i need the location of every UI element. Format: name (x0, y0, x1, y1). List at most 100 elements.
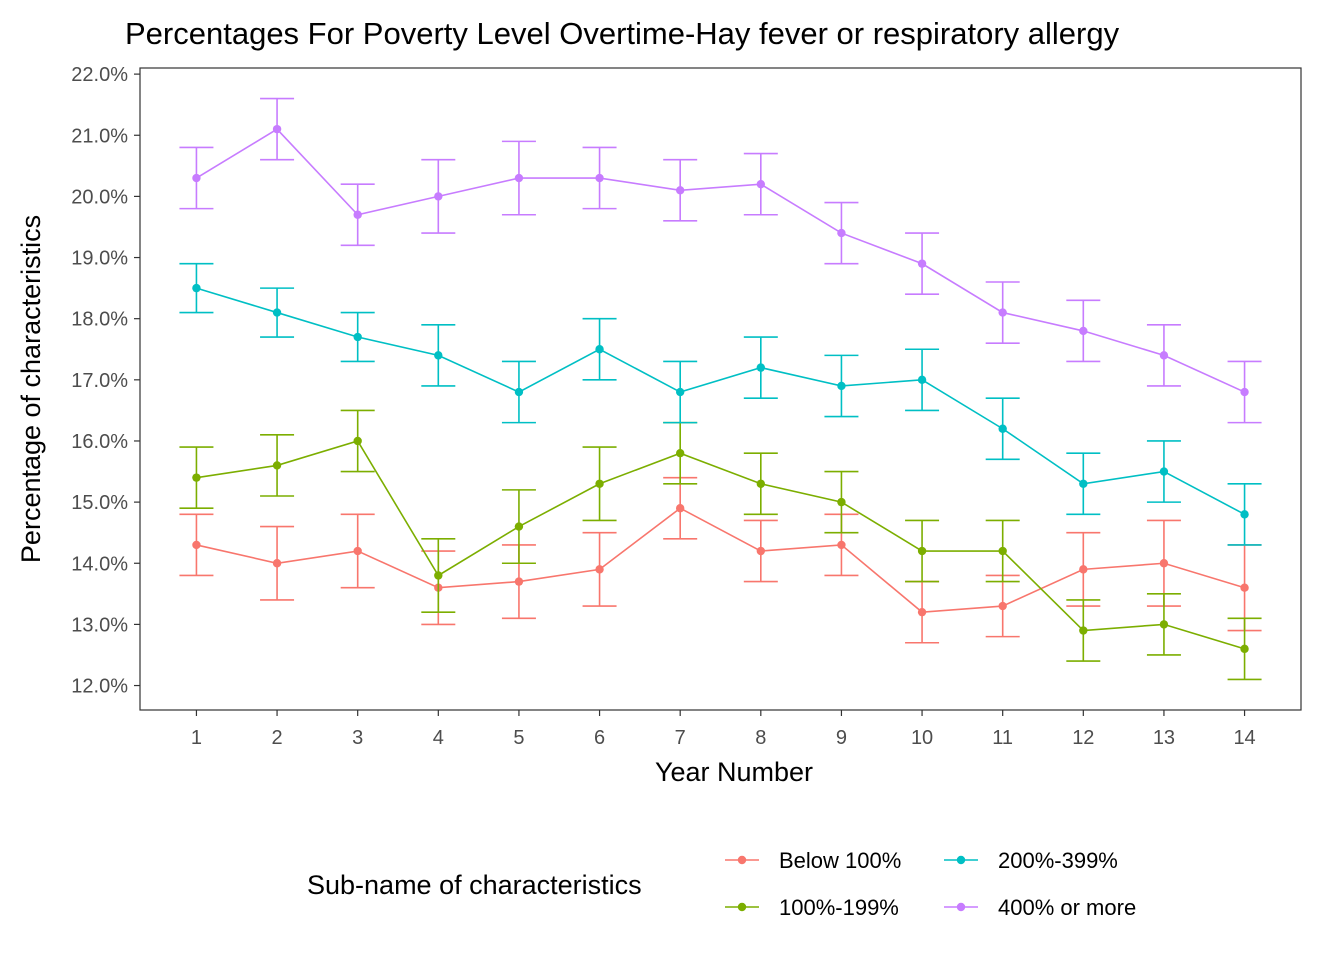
data-point (998, 546, 1007, 556)
data-point (998, 601, 1007, 611)
y-axis: 12.0% 13.0% 14.0% 15.0% 16.0% 17.0% 18.0% 19.0%… (71, 64, 140, 698)
y-tick-label: 12.0% (71, 676, 128, 698)
data-point (837, 540, 846, 550)
legend-item: 200%-399% (944, 848, 1118, 873)
data-point (272, 559, 282, 568)
data-point (434, 571, 443, 580)
x-tick-label: 11 (992, 727, 1013, 749)
plot-panel (139, 67, 1302, 711)
y-tick-label: 18.0% (71, 309, 128, 331)
data-point (514, 173, 524, 183)
data-point (917, 607, 927, 617)
data-point (353, 210, 362, 219)
legend-title: Sub-name of characteristics (307, 870, 642, 900)
series-1 (179, 409, 1262, 681)
legend-key-point (737, 855, 747, 865)
series-3 (179, 97, 1262, 424)
legend-key-point (956, 902, 966, 912)
data-point (353, 546, 362, 556)
legend-item: 100%-199% (725, 895, 899, 920)
legend-label: 100%-199% (779, 895, 899, 920)
data-point (192, 540, 201, 550)
data-point (595, 173, 604, 183)
data-point (1159, 559, 1169, 568)
y-tick-label: 14.0% (71, 553, 128, 575)
data-point (272, 461, 282, 470)
x-tick-label: 10 (911, 727, 933, 749)
series-line (196, 128, 1245, 393)
data-point (514, 387, 524, 397)
data-point (434, 351, 443, 360)
data-point (1159, 351, 1169, 360)
data-point (837, 381, 846, 391)
legend-label: 200%-399% (998, 848, 1118, 873)
y-tick-label: 17.0% (71, 370, 128, 392)
data-point (756, 363, 766, 372)
y-tick-label: 16.0% (71, 431, 128, 453)
x-tick-label: 7 (675, 727, 686, 749)
data-point (272, 308, 282, 317)
data-point (837, 228, 846, 238)
data-point (192, 173, 201, 183)
x-axis-title: Year Number (655, 757, 813, 787)
legend: Sub-name of characteristics Below 100% 10… (307, 848, 1136, 920)
x-tick-label: 9 (836, 727, 847, 749)
data-point (434, 192, 443, 201)
data-point (1079, 479, 1088, 488)
data-point (1079, 626, 1088, 635)
y-tick-label: 13.0% (71, 614, 128, 636)
legend-key-point (956, 855, 966, 865)
data-point (1079, 565, 1088, 574)
x-tick-label: 6 (594, 727, 605, 749)
data-point (917, 259, 927, 268)
y-axis-title: Percentage of characteristics (16, 215, 46, 563)
x-tick-label: 5 (513, 727, 524, 749)
x-tick-label: 12 (1072, 727, 1094, 749)
data-point (353, 436, 362, 446)
data-point (1079, 326, 1088, 336)
x-tick-label: 1 (191, 727, 202, 749)
data-point (192, 283, 201, 293)
data-point (595, 345, 604, 354)
data-point (192, 473, 201, 482)
legend-item: 400% or more (944, 895, 1136, 920)
data-point (998, 308, 1007, 317)
data-point (675, 504, 685, 513)
data-point (675, 449, 685, 458)
data-point (595, 565, 604, 574)
plot-area (139, 67, 1302, 711)
data-point (917, 375, 927, 385)
data-point (1240, 510, 1249, 519)
legend-label: 400% or more (998, 895, 1136, 920)
series-line (196, 507, 1245, 613)
data-point (595, 479, 604, 488)
data-point (837, 497, 846, 507)
legend-key-point (737, 902, 747, 912)
legend-items: Below 100% 100%-199% 200%-399% 400% or more (725, 848, 1136, 920)
x-tick-label: 14 (1233, 727, 1255, 749)
data-point (998, 424, 1007, 433)
data-point (1240, 583, 1249, 592)
x-tick-label: 4 (433, 727, 444, 749)
x-tick-label: 8 (755, 727, 766, 749)
y-tick-label: 20.0% (71, 186, 128, 208)
data-point (756, 179, 766, 189)
data-point (756, 546, 766, 556)
x-tick-label: 2 (272, 727, 283, 749)
data-point (514, 522, 524, 531)
data-point (514, 577, 524, 586)
data-point (1159, 620, 1169, 629)
data-point (1240, 387, 1249, 397)
chart-title: Percentages For Poverty Level Overtime-H… (125, 16, 1120, 51)
data-point (675, 387, 685, 397)
y-tick-label: 15.0% (71, 492, 128, 514)
y-tick-label: 22.0% (71, 64, 128, 86)
series-0 (179, 476, 1262, 644)
data-point (272, 124, 282, 134)
series-line (196, 287, 1245, 516)
x-tick-label: 3 (352, 727, 363, 749)
legend-item: Below 100% (725, 848, 901, 873)
data-point (917, 546, 927, 556)
data-point (353, 332, 362, 342)
